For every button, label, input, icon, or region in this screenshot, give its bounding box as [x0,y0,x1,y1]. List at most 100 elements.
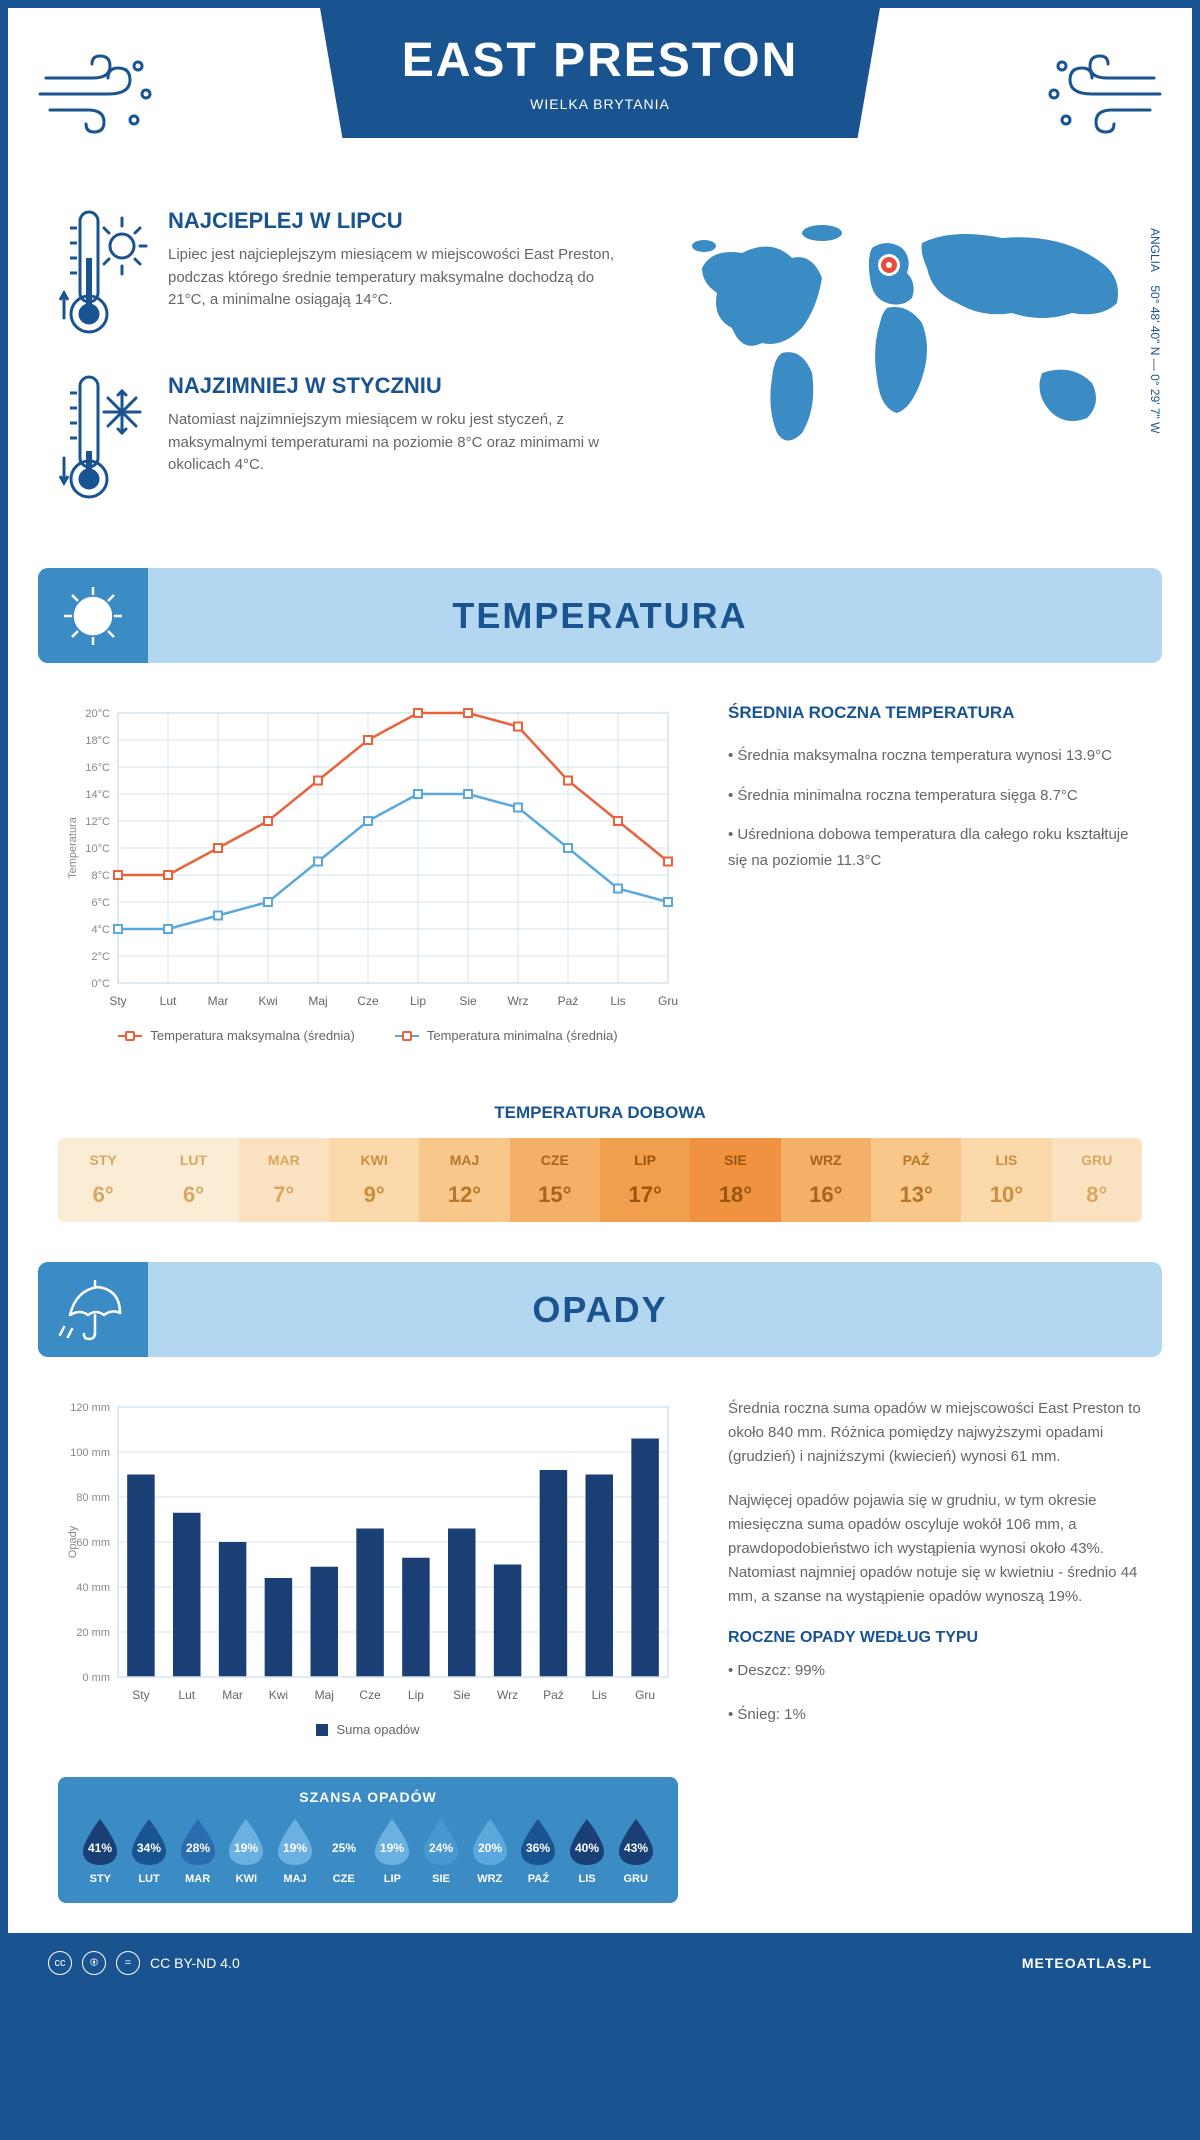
svg-text:Gru: Gru [635,1688,655,1702]
temperature-legend: .legend-sw:nth-child(1)::after{border-co… [58,1028,678,1043]
svg-text:6°C: 6°C [92,897,111,909]
precipitation-info: Średnia roczna suma opadów w miejscowośc… [728,1397,1142,1747]
svg-text:Lip: Lip [408,1688,424,1702]
daily-cell: STY6° [58,1138,148,1222]
location-subtitle: WIELKA BRYTANIA [320,96,880,112]
svg-text:100 mm: 100 mm [70,1447,110,1459]
svg-text:Mar: Mar [222,1688,243,1702]
svg-text:Wrz: Wrz [507,994,528,1008]
svg-text:19%: 19% [283,1841,307,1855]
svg-text:Maj: Maj [315,1688,334,1702]
avg-temp-3: • Uśredniona dobowa temperatura dla całe… [728,822,1142,873]
svg-text:34%: 34% [137,1841,161,1855]
svg-text:0°C: 0°C [92,978,111,990]
avg-temp-title: ŚREDNIA ROCZNA TEMPERATURA [728,703,1142,723]
svg-text:80 mm: 80 mm [76,1492,110,1504]
intro-text: NAJCIEPLEJ W LIPCU Lipiec jest najcieple… [58,208,622,538]
svg-text:40%: 40% [575,1841,599,1855]
daily-cell: GRU8° [1052,1138,1142,1222]
precip-type-title: ROCZNE OPADY WEDŁUG TYPU [728,1629,1142,1647]
daily-cell: LIS10° [961,1138,1051,1222]
daily-cell: WRZ16° [781,1138,871,1222]
precipitation-legend: Suma opadów [58,1722,678,1737]
svg-text:Maj: Maj [308,994,327,1008]
svg-text:8°C: 8°C [92,870,111,882]
svg-text:Mar: Mar [208,994,229,1008]
chance-drop: 19% KWI [222,1817,271,1885]
daily-cell: LIP17° [600,1138,690,1222]
warmest-text: Lipiec jest najcieplejszym miesiącem w m… [168,244,622,312]
page: EAST PRESTON WIELKA BRYTANIA [0,0,1200,2001]
avg-temp-1: • Średnia maksymalna roczna temperatura … [728,743,1142,769]
chance-drop: 19% MAJ [271,1817,320,1885]
svg-text:Lut: Lut [178,1688,195,1702]
svg-text:28%: 28% [186,1841,210,1855]
daily-cell: PAŹ13° [871,1138,961,1222]
precip-text-1: Średnia roczna suma opadów w miejscowośc… [728,1397,1142,1469]
svg-text:41%: 41% [88,1841,112,1855]
chance-drop: 20% WRZ [465,1817,514,1885]
precipitation-chart: 0 mm 20 mm 40 mm 60 mm 80 mm 100 mm 120 mm Sty L… [58,1397,678,1747]
chance-drop: 41% STY [76,1817,125,1885]
svg-text:43%: 43% [624,1841,648,1855]
svg-text:120 mm: 120 mm [70,1402,110,1414]
svg-text:60 mm: 60 mm [76,1537,110,1549]
svg-text:Kwi: Kwi [269,1688,288,1702]
svg-text:20°C: 20°C [85,708,110,720]
site-name: METEOATLAS.PL [1022,1955,1152,1971]
location-title: EAST PRESTON [320,33,880,88]
chance-box: SZANSA OPADÓW 41% STY 34% LUT 28% MAR [58,1777,678,1903]
svg-text:2°C: 2°C [92,951,111,963]
by-icon: 🅯 [82,1951,106,1975]
coldest-title: NAJZIMNIEJ W STYCZNIU [168,373,622,399]
temperature-chart: 0°C2°C4°C6°C8°C10°C12°C14°C16°C18°C20°CS… [58,703,678,1043]
chance-drops: 41% STY 34% LUT 28% MAR 19% KWI [76,1817,660,1885]
coldest-text: Natomiast najzimniejszym miesiącem w rok… [168,409,622,477]
chance-drop: 19% LIP [368,1817,417,1885]
svg-text:Lis: Lis [610,994,625,1008]
precip-text-2: Najwięcej opadów pojawia się w grudniu, … [728,1489,1142,1609]
chance-drop: 36% PAŹ [514,1817,563,1885]
svg-text:16°C: 16°C [85,762,110,774]
world-map [662,208,1142,468]
daily-cell: MAR7° [239,1138,329,1222]
warmest-title: NAJCIEPLEJ W LIPCU [168,208,622,234]
svg-text:Temperatura: Temperatura [67,816,79,879]
map-container: ANGLIA 50° 48' 40" N — 0° 29' 7" W [662,208,1142,538]
footer: cc 🅯 = CC BY-ND 4.0 METEOATLAS.PL [8,1933,1192,1993]
precip-type-2: • Śnieg: 1% [728,1703,1142,1727]
daily-cell: MAJ12° [419,1138,509,1222]
svg-text:Gru: Gru [658,994,678,1008]
precipitation-section-header: OPADY [38,1262,1162,1357]
thermometer-cold-icon [58,373,148,508]
svg-text:18°C: 18°C [85,735,110,747]
svg-text:24%: 24% [429,1841,453,1855]
svg-text:0 mm: 0 mm [83,1672,111,1684]
svg-text:Paź: Paź [543,1688,564,1702]
header: EAST PRESTON WIELKA BRYTANIA [8,8,1192,198]
svg-text:Sie: Sie [459,994,477,1008]
umbrella-icon [38,1262,148,1357]
avg-temp-2: • Średnia minimalna roczna temperatura s… [728,783,1142,809]
temperature-info: ŚREDNIA ROCZNA TEMPERATURA • Średnia mak… [728,703,1142,1043]
coordinates: ANGLIA 50° 48' 40" N — 0° 29' 7" W [1148,228,1162,433]
precipitation-title: OPADY [532,1289,667,1331]
svg-text:20 mm: 20 mm [76,1627,110,1639]
chance-drop: 28% MAR [173,1817,222,1885]
sun-icon [38,568,148,663]
chance-title: SZANSA OPADÓW [76,1789,660,1805]
svg-text:Sty: Sty [132,1688,149,1702]
svg-text:Paź: Paź [558,994,579,1008]
svg-text:10°C: 10°C [85,843,110,855]
svg-text:Lut: Lut [160,994,177,1008]
thermometer-hot-icon [58,208,148,343]
chance-drop: 24% SIE [417,1817,466,1885]
cc-icon: cc [48,1951,72,1975]
daily-cell: KWI9° [329,1138,419,1222]
chance-drop: 40% LIS [563,1817,612,1885]
svg-text:Kwi: Kwi [258,994,277,1008]
svg-text:36%: 36% [526,1841,550,1855]
svg-text:20%: 20% [478,1841,502,1855]
svg-text:12°C: 12°C [85,816,110,828]
svg-text:40 mm: 40 mm [76,1582,110,1594]
